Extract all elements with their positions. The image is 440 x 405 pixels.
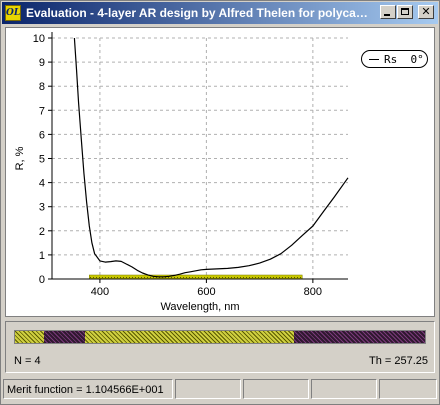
maximize-button[interactable] <box>397 5 413 19</box>
y-tick-label: 10 <box>33 33 45 45</box>
status-field-2 <box>175 379 241 399</box>
y-tick-label: 8 <box>39 81 45 93</box>
y-tick-label: 4 <box>39 178 45 190</box>
status-merit-field: Merit function = 1.104566E+001 <box>3 379 173 399</box>
layer-segment-2[interactable] <box>43 331 85 343</box>
minimize-button[interactable] <box>380 5 396 19</box>
status-field-4 <box>311 379 377 399</box>
app-logo-icon: OL <box>5 5 21 21</box>
y-tick-label: 2 <box>39 226 45 238</box>
design-structure-panel: N = 4 Th = 257.25 <box>5 321 435 373</box>
close-button[interactable]: ✕ <box>418 5 434 19</box>
total-thickness-label: Th = 257.25 <box>368 355 428 367</box>
layer-segment-3[interactable] <box>84 331 294 343</box>
layer-segment-4[interactable] <box>293 331 425 343</box>
maximize-icon <box>401 8 409 15</box>
minimize-icon <box>384 14 390 16</box>
y-tick-label: 0 <box>39 274 45 286</box>
reflectance-chart[interactable]: 0 1 2 3 4 5 6 7 8 9 10 400 600 800 Wavelength, nm R, % <box>6 28 434 316</box>
series-line-rs-0deg <box>73 37 349 278</box>
x-tick-label: 400 <box>91 286 109 298</box>
reflectance-chart-panel: 0 1 2 3 4 5 6 7 8 9 10 400 600 800 Wavelength, nm R, % … <box>5 27 435 317</box>
target-band <box>89 274 303 280</box>
y-tick-label: 1 <box>39 250 45 262</box>
status-field-3 <box>243 379 309 399</box>
y-axis-label: R, % <box>14 146 26 170</box>
chart-legend[interactable]: Rs 0° <box>361 50 428 68</box>
x-tick-label: 600 <box>197 286 215 298</box>
y-tick-label: 7 <box>39 105 45 117</box>
close-icon: ✕ <box>421 5 431 18</box>
layer-segment-1[interactable] <box>15 331 44 343</box>
layer-structure-bar[interactable] <box>14 330 426 344</box>
y-tick-label: 3 <box>39 202 45 214</box>
y-tick-label: 5 <box>39 154 45 166</box>
window-title: Evaluation - 4-layer AR design by Alfred… <box>26 6 371 20</box>
status-field-5 <box>379 379 437 399</box>
title-bar[interactable]: OL Evaluation - 4-layer AR design by Alf… <box>2 2 438 24</box>
status-bar: Merit function = 1.104566E+001 <box>3 379 437 401</box>
y-tick-label: 6 <box>39 129 45 141</box>
layer-count-label: N = 4 <box>14 355 41 367</box>
legend-label: Rs 0° <box>384 53 424 66</box>
legend-line-swatch <box>369 59 379 60</box>
y-tick-label: 9 <box>39 57 45 69</box>
x-tick-label: 800 <box>304 286 322 298</box>
merit-function-text: Merit function = 1.104566E+001 <box>7 384 164 396</box>
x-axis-label: Wavelength, nm <box>160 301 239 313</box>
